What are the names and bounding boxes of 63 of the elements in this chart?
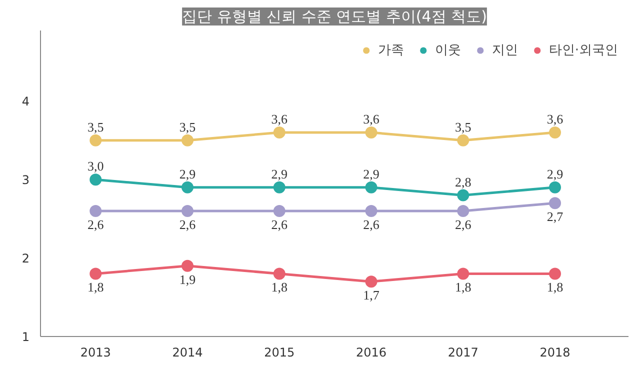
point <box>457 268 470 280</box>
chart-title: 집단 유형별 신뢰 수준 연도별 추이(4점 척도) <box>182 8 487 26</box>
data-label: 3,5 <box>179 119 196 134</box>
data-label: 3,6 <box>546 112 564 126</box>
data-label: 2,9 <box>271 166 288 182</box>
point <box>549 181 561 194</box>
point <box>365 204 378 217</box>
x-tick-label: 2014 <box>172 346 203 360</box>
point <box>457 204 470 217</box>
point <box>182 181 194 194</box>
legend-label: 타인·외국인 <box>548 42 618 59</box>
point <box>365 276 378 288</box>
point <box>273 181 286 194</box>
data-label: 2,7 <box>546 209 564 224</box>
point <box>90 268 102 280</box>
legend-label: 가족 <box>378 42 404 59</box>
point <box>273 268 286 280</box>
data-label: 3,0 <box>88 158 104 174</box>
point <box>365 126 378 138</box>
y-tick-label: 2 <box>22 252 30 266</box>
data-label: 1,8 <box>546 280 564 295</box>
point <box>457 134 470 146</box>
point <box>182 204 194 217</box>
data-label: 2,6 <box>455 216 472 232</box>
point <box>365 181 378 194</box>
point <box>182 260 194 272</box>
point <box>182 134 194 146</box>
data-label: 2,8 <box>455 174 472 190</box>
point <box>273 126 286 138</box>
point <box>549 126 561 138</box>
data-label: 2,9 <box>179 166 196 182</box>
point <box>549 268 561 280</box>
data-label: 1,8 <box>271 280 288 295</box>
y-tick-label: 4 <box>22 94 30 109</box>
data-label: 2,6 <box>88 216 104 232</box>
point <box>457 189 470 202</box>
data-label: 2,6 <box>271 216 288 232</box>
x-tick-label: 2015 <box>264 346 295 360</box>
data-label: 3,6 <box>363 112 380 126</box>
x-tick-label: 2016 <box>356 346 387 360</box>
data-label: 2,9 <box>546 166 564 182</box>
data-label: 3,6 <box>271 112 288 126</box>
legend-label: 지인 <box>492 42 518 59</box>
data-label: 1,8 <box>455 280 472 295</box>
point <box>549 197 561 210</box>
data-label: 1,9 <box>179 272 196 287</box>
data-label: 3,5 <box>88 119 104 134</box>
x-tick-label: 2017 <box>448 346 478 360</box>
point <box>90 174 102 186</box>
data-label: 3,5 <box>455 119 472 134</box>
data-label: 1,7 <box>363 288 380 303</box>
point <box>90 204 102 217</box>
y-tick-label: 1 <box>22 330 30 344</box>
x-tick-label: 2013 <box>80 346 111 360</box>
x-tick-label: 2018 <box>540 346 570 360</box>
legend-label: 이웃 <box>434 42 461 59</box>
y-tick-label: 3 <box>22 173 30 188</box>
data-label: 2,6 <box>363 216 380 232</box>
data-label: 1,8 <box>88 280 104 295</box>
point <box>273 204 286 217</box>
data-label: 2,9 <box>363 166 380 182</box>
data-label: 2,6 <box>179 216 196 232</box>
point <box>90 134 102 146</box>
